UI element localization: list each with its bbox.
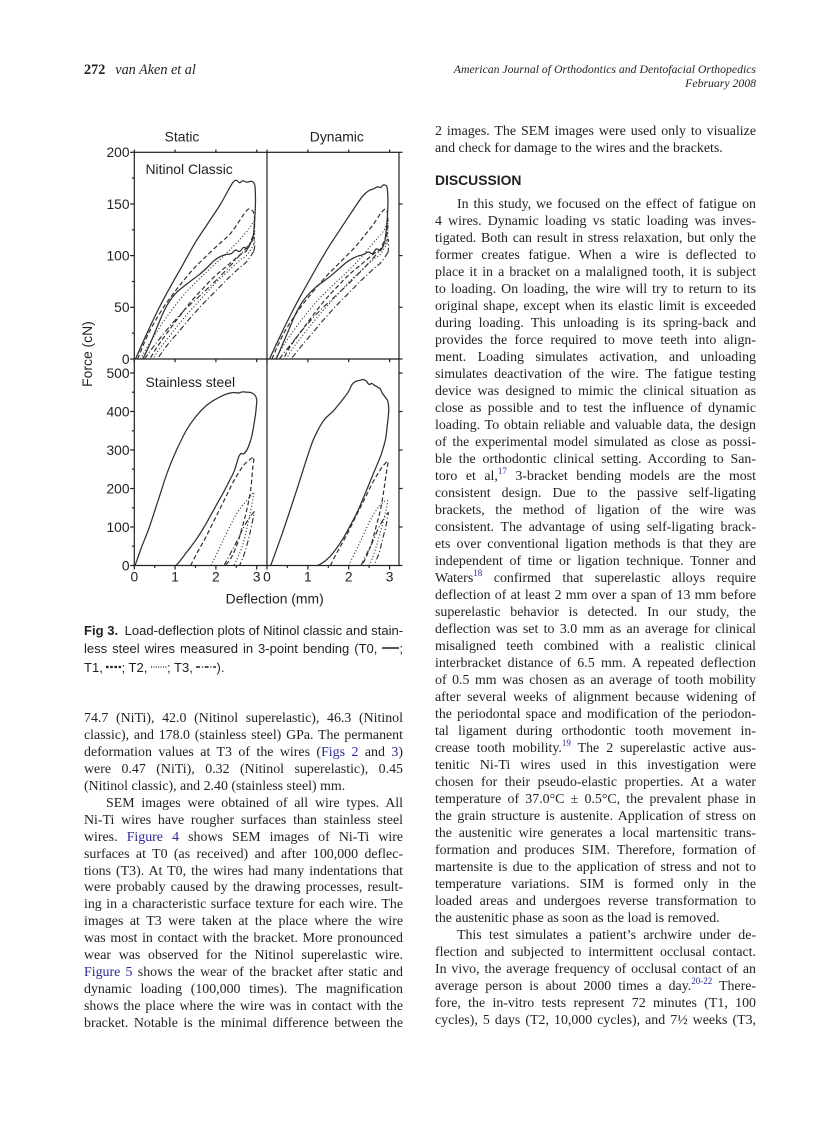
svg-text:3: 3: [386, 570, 394, 585]
svg-text:100: 100: [106, 249, 129, 264]
svg-text:0: 0: [263, 570, 271, 585]
svg-text:200: 200: [106, 481, 129, 496]
svg-text:Nitinol Classic: Nitinol Classic: [146, 161, 233, 177]
svg-text:0: 0: [122, 558, 130, 573]
svg-text:0: 0: [122, 352, 130, 367]
svg-text:2: 2: [212, 570, 220, 585]
svg-text:Dynamic: Dynamic: [310, 129, 364, 145]
svg-text:1: 1: [304, 570, 312, 585]
svg-text:Static: Static: [165, 129, 200, 145]
svg-text:3: 3: [253, 570, 261, 585]
svg-text:0: 0: [130, 570, 138, 585]
svg-text:Deflection (mm): Deflection (mm): [226, 590, 324, 606]
svg-text:Force (cN): Force (cN): [79, 321, 95, 387]
svg-text:300: 300: [106, 443, 129, 458]
svg-text:100: 100: [106, 520, 129, 535]
svg-text:1: 1: [171, 570, 179, 585]
svg-text:500: 500: [106, 366, 129, 381]
svg-text:Stainless steel: Stainless steel: [146, 374, 236, 390]
svg-text:50: 50: [114, 300, 130, 315]
svg-text:150: 150: [106, 197, 129, 212]
svg-text:2: 2: [345, 570, 353, 585]
svg-text:200: 200: [106, 145, 129, 160]
svg-text:400: 400: [106, 404, 129, 419]
